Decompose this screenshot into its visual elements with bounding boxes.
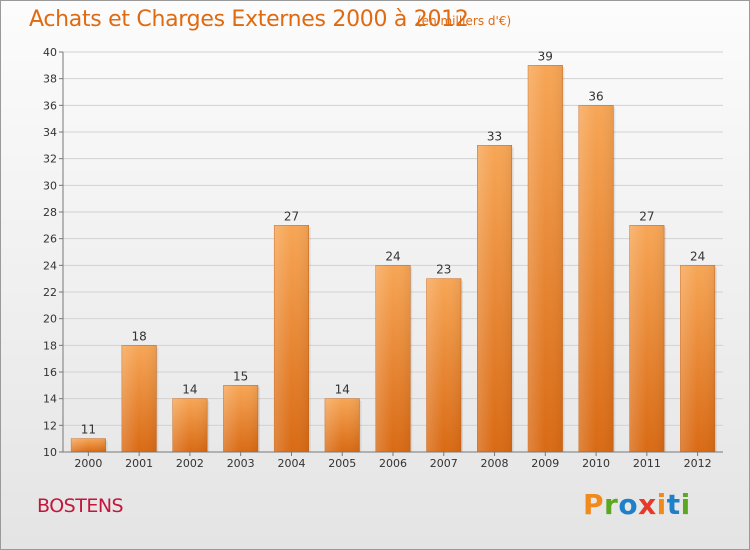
proxiti-logo[interactable]: Proxiti bbox=[583, 488, 691, 521]
bar-highlight bbox=[71, 438, 106, 452]
bar-value-label: 24 bbox=[690, 249, 705, 263]
y-tick-label: 38 bbox=[43, 73, 57, 86]
axes: 10 12 14 16 18 20 22 24 26 28 30 32 34 36 38 40 2000 2001… bbox=[43, 46, 723, 470]
y-tick-label: 24 bbox=[43, 259, 57, 272]
y-tick-label: 32 bbox=[43, 153, 57, 166]
bar-value-label: 24 bbox=[385, 249, 400, 263]
bar-highlight bbox=[629, 225, 665, 452]
bar-value-label: 18 bbox=[132, 329, 147, 343]
bar-value-label: 15 bbox=[233, 369, 248, 383]
bar-highlight bbox=[172, 398, 208, 452]
y-tick-label: 20 bbox=[43, 313, 57, 326]
logo-letter: o bbox=[618, 488, 639, 521]
bar-value-label: 11 bbox=[81, 423, 96, 437]
x-tick-label: 2001 bbox=[125, 457, 153, 470]
x-tick-label: 2003 bbox=[227, 457, 255, 470]
bar-value-label: 36 bbox=[588, 89, 603, 103]
x-tick-label: 2012 bbox=[684, 457, 712, 470]
logo-letter: i bbox=[656, 488, 667, 521]
x-tick-label: 2006 bbox=[379, 457, 407, 470]
y-tick-label: 34 bbox=[43, 126, 57, 139]
logo-letter: P bbox=[583, 488, 605, 521]
chart-subtitle: (en milliers d'€) bbox=[417, 14, 512, 28]
x-tick-label: 2004 bbox=[277, 457, 305, 470]
x-tick-label: 2010 bbox=[582, 457, 610, 470]
y-tick-label: 26 bbox=[43, 233, 57, 246]
y-tick-label: 28 bbox=[43, 206, 57, 219]
y-tick-label: 22 bbox=[43, 286, 57, 299]
bar-highlight bbox=[426, 278, 462, 452]
bar-value-label: 23 bbox=[436, 263, 451, 277]
logo-letter: t bbox=[666, 488, 681, 521]
bar-highlight bbox=[121, 345, 157, 452]
bar-highlight bbox=[274, 225, 309, 452]
y-tick-label: 16 bbox=[43, 366, 57, 379]
x-tick-label: 2011 bbox=[633, 457, 661, 470]
bar-highlight bbox=[324, 398, 360, 452]
bar-value-label: 33 bbox=[487, 129, 502, 143]
y-tick-label: 10 bbox=[43, 446, 57, 459]
y-tick-label: 18 bbox=[43, 339, 57, 352]
bar-value-label: 39 bbox=[538, 49, 553, 63]
y-tick-label: 36 bbox=[43, 99, 57, 112]
logo-letter: r bbox=[604, 488, 619, 521]
bar-highlight bbox=[680, 265, 715, 452]
bar-highlight bbox=[528, 65, 563, 452]
y-tick-label: 14 bbox=[43, 393, 57, 406]
bar-highlight bbox=[578, 105, 614, 452]
x-tick-label: 2005 bbox=[328, 457, 356, 470]
x-tick-label: 2007 bbox=[430, 457, 458, 470]
bar-value-label: 14 bbox=[182, 383, 197, 397]
y-tick-label: 40 bbox=[43, 46, 57, 59]
logo-letter: x bbox=[638, 488, 657, 521]
bar-value-label: 27 bbox=[284, 209, 299, 223]
bar-highlight bbox=[375, 265, 411, 452]
x-tick-label: 2002 bbox=[176, 457, 204, 470]
location-label: BOSTENS bbox=[37, 495, 124, 517]
y-tick-label: 12 bbox=[43, 419, 57, 432]
bar-value-label: 27 bbox=[639, 209, 654, 223]
x-tick-label: 2009 bbox=[531, 457, 559, 470]
bar-value-label: 14 bbox=[335, 383, 350, 397]
x-tick-label: 2000 bbox=[74, 457, 102, 470]
bars: 11 18 14 15 27 14 24 23 33 39 36 27 24 bbox=[70, 49, 717, 453]
chart-title: Achats et Charges Externes 2000 à 2012 bbox=[29, 7, 469, 32]
x-tick-label: 2008 bbox=[481, 457, 509, 470]
logo-letter: i bbox=[680, 488, 691, 521]
y-tick-label: 30 bbox=[43, 179, 57, 192]
bar-highlight bbox=[223, 385, 258, 452]
bar-highlight bbox=[477, 145, 512, 453]
